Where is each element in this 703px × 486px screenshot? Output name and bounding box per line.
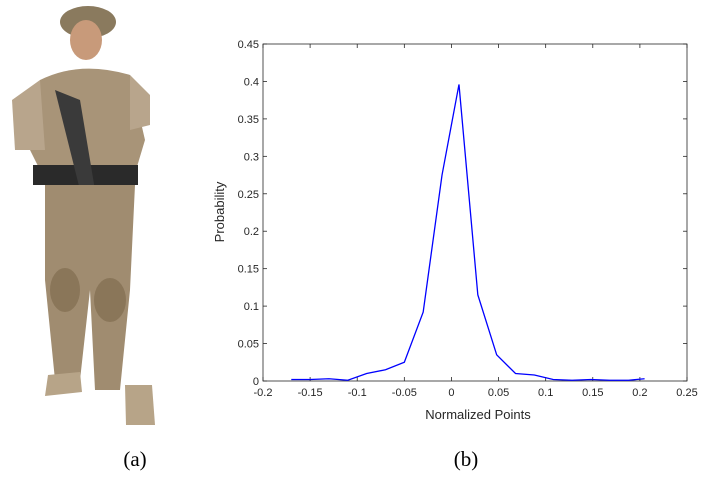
x-tick-label: 0.25 [676,387,697,399]
y-tick-label: 0.25 [238,189,259,201]
data-line [291,84,645,381]
y-tick-label: 0.45 [238,39,259,51]
y-tick-label: 0.3 [244,151,259,163]
x-tick-label: -0.1 [348,387,367,399]
caption: (b) [454,447,479,471]
x-tick-label: -0.2 [254,387,273,399]
plot-area [262,43,688,382]
x-tick-label: -0.05 [392,387,417,399]
x-tick-label: 0.15 [582,387,603,399]
x-tick-label: 0.1 [538,387,553,399]
y-axis-label: Probability [212,181,227,242]
y-tick-label: 0.2 [244,226,259,238]
y-tick-label: 0.15 [238,264,259,276]
x-axis-label: Normalized Points [425,407,531,422]
soldier-image [12,6,155,425]
y-tick-label: 0.05 [238,339,259,351]
x-tick-label: 0.2 [632,387,647,399]
caption: (a) [123,447,146,471]
y-tick-label: 0 [253,376,259,388]
y-tick-label: 0.4 [244,76,259,88]
x-tick-label: 0 [448,387,454,399]
x-tick-label: -0.15 [298,387,323,399]
y-tick-label: 0.35 [238,114,259,126]
y-tick-label: 0.1 [244,301,259,313]
x-tick-label: 0.05 [488,387,509,399]
